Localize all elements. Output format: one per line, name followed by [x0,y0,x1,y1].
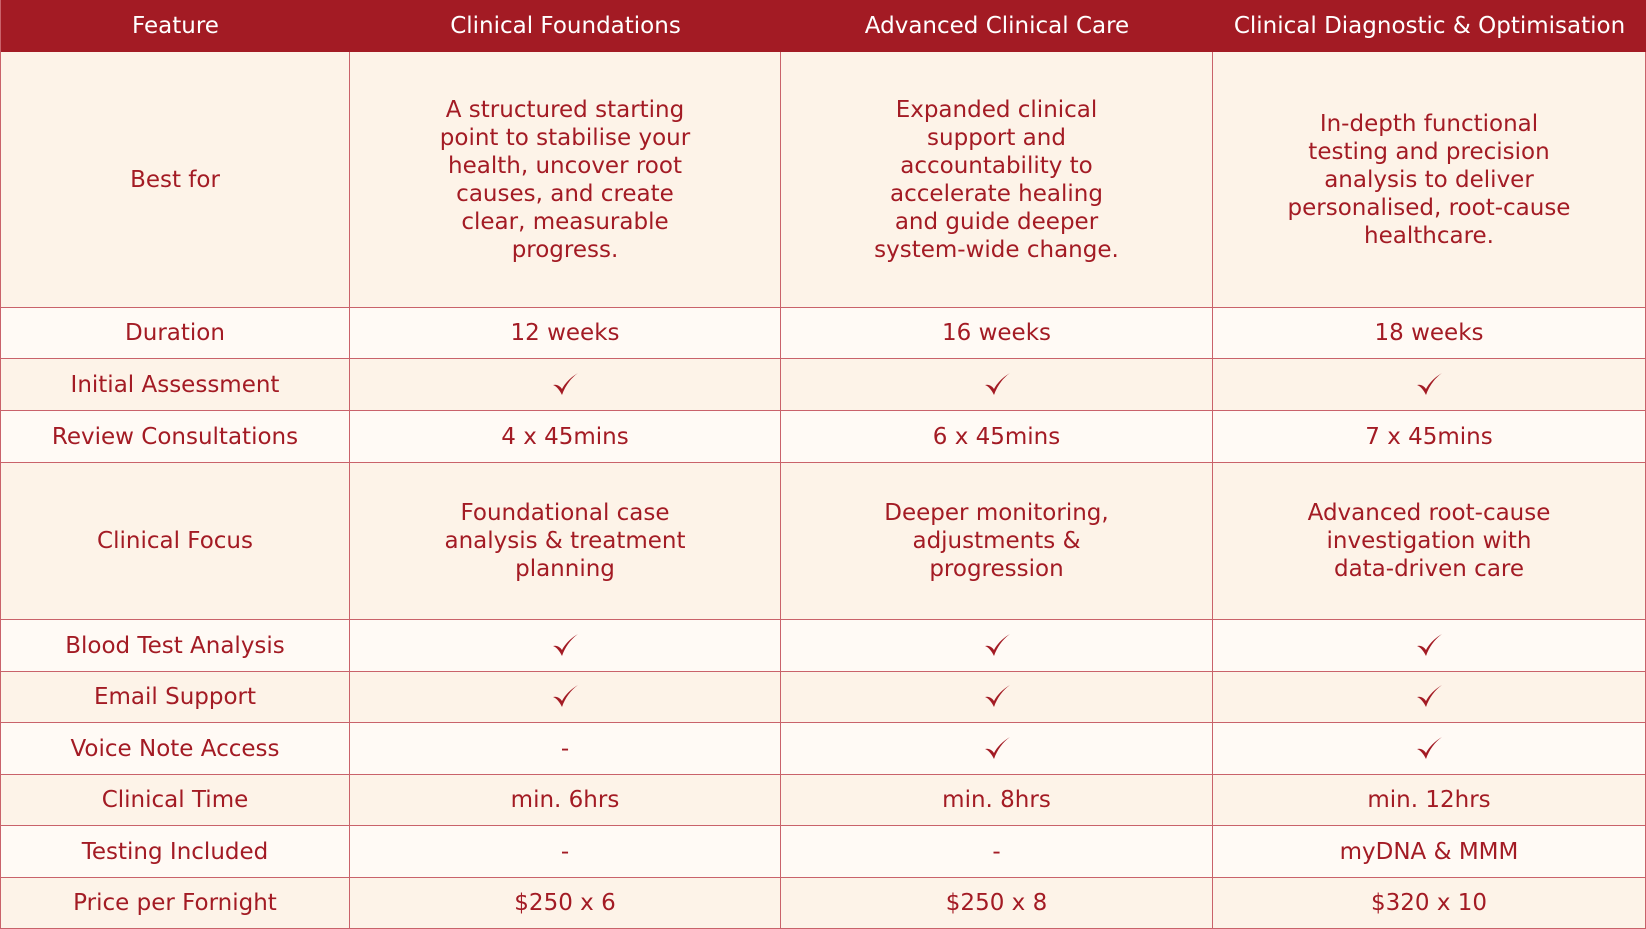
row-label-clinical-focus: Clinical Focus [0,463,350,620]
clinical-focus-foundations: Foundational case analysis & treatment p… [350,463,781,620]
row-label-review-consultations: Review Consultations [0,411,350,463]
initial-assessment-advanced [781,359,1213,411]
header-plan-clinical-foundations: Clinical Foundations [350,0,781,52]
blood-test-diagnostic [1213,620,1646,672]
duration-foundations: 12 weeks [350,308,781,359]
duration-diagnostic: 18 weeks [1213,308,1646,359]
clinical-time-advanced: min. 8hrs [781,775,1213,826]
testing-included-foundations: - [350,826,781,878]
row-label-initial-assessment: Initial Assessment [0,359,350,411]
clinical-focus-diagnostic-text: Advanced root-cause investigation with d… [1307,500,1551,582]
best-for-foundations: A structured starting point to stabilise… [350,52,781,308]
row-label-testing-included: Testing Included [0,826,350,878]
best-for-advanced-text: Expanded clinical support and accountabi… [874,96,1119,263]
row-label-blood-test-analysis: Blood Test Analysis [0,620,350,672]
review-consultations-foundations: 4 x 45mins [350,411,781,463]
duration-advanced: 16 weeks [781,308,1213,359]
testing-included-diagnostic: myDNA & MMM [1213,826,1646,878]
row-label-clinical-time: Clinical Time [0,775,350,826]
clinical-time-foundations: min. 6hrs [350,775,781,826]
check-icon [1417,372,1442,395]
check-icon [553,685,578,707]
clinical-focus-foundations-text: Foundational case analysis & treatment p… [444,500,686,582]
clinical-focus-diagnostic: Advanced root-cause investigation with d… [1213,463,1646,620]
best-for-advanced: Expanded clinical support and accountabi… [781,52,1213,308]
voice-note-advanced [781,723,1213,775]
header-plan-clinical-diagnostic: Clinical Diagnostic & Optimisation [1213,0,1646,52]
email-support-advanced [781,672,1213,723]
price-foundations: $250 x 6 [350,878,781,929]
row-label-price: Price per Fornight [0,878,350,929]
clinical-focus-advanced-text: Deeper monitoring, adjustments & progres… [884,500,1109,582]
check-icon [984,685,1010,707]
check-icon [553,633,578,656]
check-icon [1417,633,1442,656]
review-consultations-diagnostic: 7 x 45mins [1213,411,1646,463]
initial-assessment-foundations [350,359,781,411]
header-feature: Feature [0,0,350,52]
clinical-time-diagnostic: min. 12hrs [1213,775,1646,826]
row-label-voice-note-access: Voice Note Access [0,723,350,775]
voice-note-diagnostic [1213,723,1646,775]
best-for-foundations-text: A structured starting point to stabilise… [439,96,691,263]
check-icon [984,736,1010,759]
check-icon [984,633,1010,656]
best-for-diagnostic: In-depth functional testing and precisio… [1213,52,1646,308]
email-support-diagnostic [1213,672,1646,723]
best-for-diagnostic-text: In-depth functional testing and precisio… [1287,110,1571,249]
check-icon [1417,685,1442,707]
price-diagnostic: $320 x 10 [1213,878,1646,929]
price-advanced: $250 x 8 [781,878,1213,929]
row-label-email-support: Email Support [0,672,350,723]
blood-test-advanced [781,620,1213,672]
header-plan-advanced-clinical-care: Advanced Clinical Care [781,0,1213,52]
blood-test-foundations [350,620,781,672]
testing-included-advanced: - [781,826,1213,878]
row-label-best-for: Best for [0,52,350,308]
email-support-foundations [350,672,781,723]
clinical-focus-advanced: Deeper monitoring, adjustments & progres… [781,463,1213,620]
check-icon [984,372,1010,395]
check-icon [553,372,578,395]
initial-assessment-diagnostic [1213,359,1646,411]
voice-note-foundations: - [350,723,781,775]
review-consultations-advanced: 6 x 45mins [781,411,1213,463]
check-icon [1417,736,1442,759]
row-label-duration: Duration [0,308,350,359]
